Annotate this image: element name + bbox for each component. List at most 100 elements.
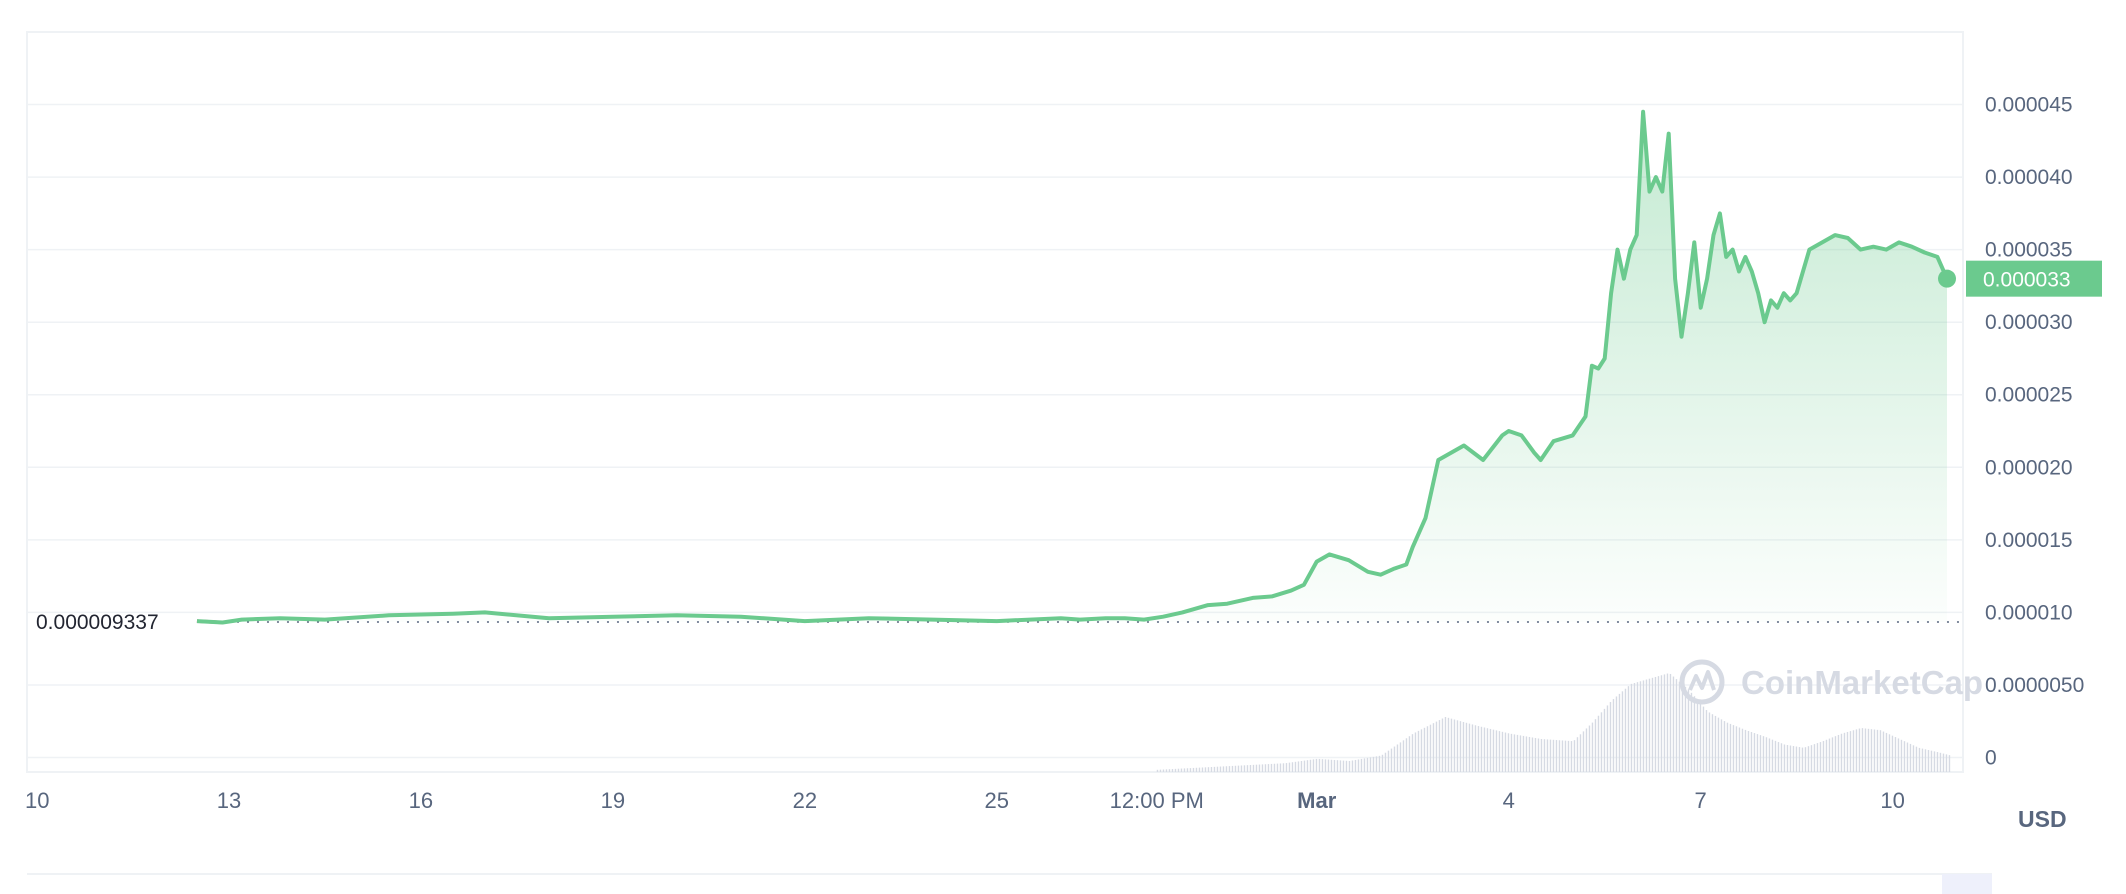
volume-bar — [1564, 740, 1567, 772]
range-navigator[interactable] — [27, 873, 1992, 894]
volume-bar — [1642, 680, 1645, 772]
volume-bar — [1231, 765, 1234, 772]
volume-bar — [1936, 752, 1939, 772]
volume-bar — [1651, 677, 1654, 772]
x-axis: 10 13 16 19 22 25 12:00 PM Mar 4 7 10 — [25, 788, 1905, 813]
volume-bar — [1627, 686, 1630, 772]
volume-bar — [1906, 742, 1909, 772]
volume-bar — [1696, 699, 1699, 772]
volume-bar — [1729, 723, 1732, 772]
price-line — [196, 109, 1949, 625]
volume-bar — [1195, 767, 1198, 772]
volume-bar — [1507, 733, 1510, 772]
x-tick-label: 13 — [217, 788, 241, 813]
volume-bar — [1201, 767, 1204, 772]
volume-bar — [1867, 728, 1870, 772]
volume-bar — [1753, 733, 1756, 772]
volume-bar — [1831, 737, 1834, 772]
volume-bar — [1624, 688, 1627, 772]
volume-bar — [1213, 766, 1216, 772]
volume-bar — [1192, 767, 1195, 772]
volume-bar — [1357, 759, 1360, 772]
volume-bar — [1585, 728, 1588, 772]
volume-bar — [1318, 758, 1321, 772]
volume-bar — [1810, 745, 1813, 772]
volume-bar — [1297, 761, 1300, 772]
volume-bar — [1210, 767, 1213, 772]
volume-bar — [1450, 718, 1453, 772]
volume-bar — [1858, 728, 1861, 772]
volume-bar — [1945, 754, 1948, 772]
volume-bar — [1543, 739, 1546, 772]
volume-bar — [1222, 766, 1225, 772]
y-tick-label: 0.0000050 — [1985, 674, 2084, 697]
volume-bar — [1927, 749, 1930, 772]
volume-bar — [1549, 739, 1552, 772]
volume-bar — [1933, 751, 1936, 772]
volume-bar — [1819, 742, 1822, 772]
x-tick-label: Mar — [1297, 788, 1337, 813]
navigator-handle[interactable] — [1942, 874, 1992, 894]
volume-bar — [1783, 744, 1786, 772]
volume-bar — [1300, 760, 1303, 772]
volume-bar — [1360, 758, 1363, 772]
volume-bar — [1252, 764, 1255, 772]
start-price-label: 0.000009337 — [36, 611, 159, 634]
current-price-tag-box — [1966, 260, 2102, 297]
volume-bar — [1534, 737, 1537, 772]
volume-bar — [1168, 769, 1171, 772]
volume-bar — [1825, 739, 1828, 772]
current-price-dot[interactable] — [1938, 269, 1957, 288]
volume-bar — [1843, 732, 1846, 772]
volume-bar — [1330, 759, 1333, 772]
volume-bar — [1804, 747, 1807, 772]
volume-bar — [1846, 731, 1849, 772]
volume-bar — [1294, 761, 1297, 772]
volume-bar — [1891, 735, 1894, 772]
volume-bar — [1390, 748, 1393, 772]
y-tick-label: 0.000035 — [1985, 239, 2073, 262]
volume-bar — [1552, 739, 1555, 772]
volume-bar — [1516, 734, 1519, 772]
volume-bar — [1897, 738, 1900, 772]
volume-bar — [1615, 696, 1618, 772]
volume-bar — [1708, 712, 1711, 772]
volume-bar — [1579, 734, 1582, 772]
volume-bar — [1537, 738, 1540, 772]
volume-bar — [1588, 725, 1591, 772]
volume-bar — [1189, 768, 1192, 772]
volume-bar — [1639, 681, 1642, 772]
volume-bar — [1645, 679, 1648, 772]
volume-bar — [1528, 736, 1531, 772]
volume-bar — [1402, 740, 1405, 772]
volume-bar — [1573, 740, 1576, 772]
volume-bar — [1798, 747, 1801, 772]
volume-bar — [1183, 768, 1186, 772]
volume-bar — [1609, 701, 1612, 772]
volume-bar — [1705, 710, 1708, 772]
volume-bar — [1738, 727, 1741, 772]
volume-bar — [1234, 765, 1237, 772]
volume-bar — [1363, 758, 1366, 772]
volume-bar — [1813, 744, 1816, 772]
volume-bar — [1384, 752, 1387, 772]
volume-bar — [1912, 745, 1915, 772]
volume-bar — [1423, 727, 1426, 772]
volume-bar — [1546, 739, 1549, 772]
volume-bar — [1495, 730, 1498, 772]
volume-bar — [1807, 746, 1810, 772]
volume-bar — [1618, 693, 1621, 772]
volume-bar — [1822, 740, 1825, 772]
volume-bar — [1768, 738, 1771, 772]
volume-bar — [1567, 740, 1570, 772]
volume-bar — [1501, 731, 1504, 772]
x-tick-label: 19 — [601, 788, 625, 813]
plot-frame — [26, 31, 1964, 773]
x-tick-label: 22 — [793, 788, 817, 813]
y-tick-label: 0.000015 — [1985, 529, 2073, 552]
volume-bar — [1672, 676, 1675, 772]
volume-bar — [1408, 736, 1411, 772]
volume-bar — [1555, 740, 1558, 772]
volume-bar — [1531, 737, 1534, 772]
